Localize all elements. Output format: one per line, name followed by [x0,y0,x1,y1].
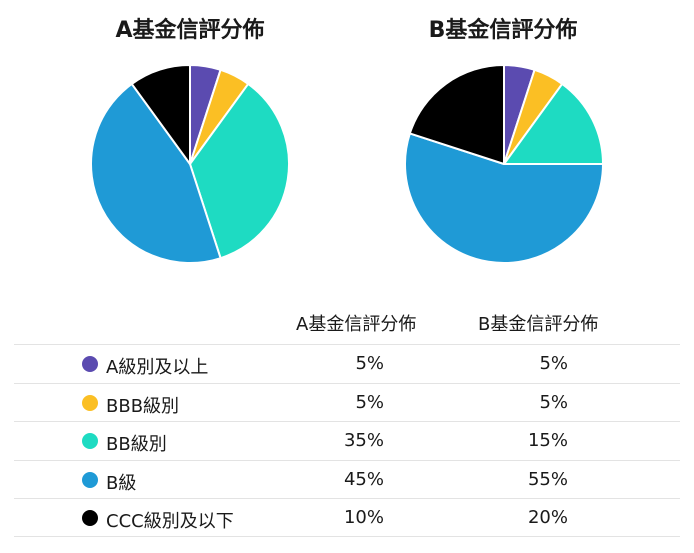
pie-slice-5 [408,64,505,165]
fund-b-percent: 15% [527,430,568,452]
fund-a-percent: 5% [355,391,384,413]
fund-a-percent: 5% [355,353,384,374]
pie-chart-a [90,64,290,264]
legend-dot [82,394,98,411]
rating-label: BB級別 [106,434,167,456]
legend-dot [82,433,98,450]
legend-dot [82,471,98,488]
fund-a-percent: 35% [343,430,384,452]
pie-slice-5 [130,64,191,165]
table-row: BB級別 35% 15% [14,421,680,460]
rating-table: A基金信評分佈 B基金信評分佈 A級別及以上 5% 5% BBB級別 5% 5% BB級別 3… [14,300,680,537]
fund-b-percent: 5% [539,391,568,413]
pie-slice-4 [404,132,604,264]
fund-b-percent: 55% [527,468,568,490]
table-row: B級 45% 55% [14,459,680,499]
header-fund-a: A基金信評分佈 [296,314,417,335]
fund-b-percent: 5% [539,353,568,374]
header-fund-b: B基金信評分佈 [478,314,599,335]
pie-chart-b [404,64,604,264]
pie-slice-3 [503,82,604,165]
rating-label: CCC級別及以下 [106,511,234,533]
rating-label: A級別及以上 [106,357,209,378]
fund-a-percent: 10% [343,507,384,529]
fund-a-percent: 45% [343,468,384,490]
table-row: A級別及以上 5% 5% [14,344,680,383]
table-header: A基金信評分佈 B基金信評分佈 [14,300,680,344]
pie-slice-3 [189,82,290,260]
table-row: CCC級別及以下 10% 20% [14,498,680,537]
legend-dot [82,510,98,527]
chart-title-a: A基金信評分佈 [115,18,265,43]
chart-title-b: B基金信評分佈 [428,18,578,43]
table-row: BBB級別 5% 5% [14,382,680,422]
pie-slice-4 [90,82,222,264]
rating-label: B級 [106,472,137,494]
legend-dot [82,356,98,372]
fund-b-percent: 20% [527,507,568,529]
rating-label: BBB級別 [106,395,180,417]
